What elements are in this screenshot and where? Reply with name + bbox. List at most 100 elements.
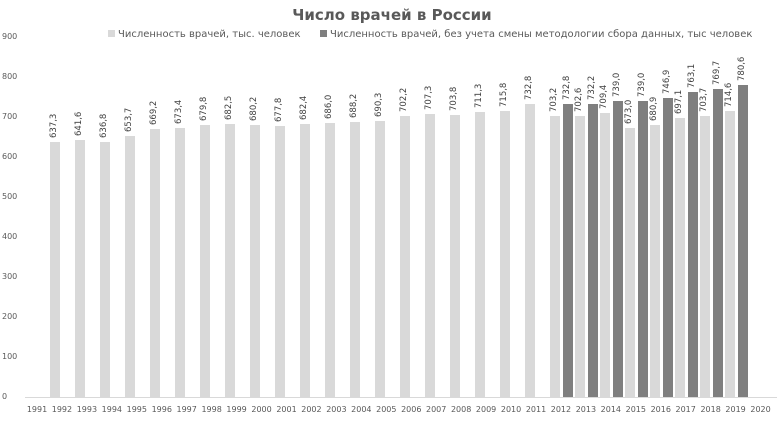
bar-value-label: 715,8 bbox=[499, 82, 509, 107]
bar-value-label: 780,6 bbox=[737, 56, 747, 81]
bar-adjusted bbox=[613, 101, 623, 397]
bar-value-label: 711,3 bbox=[474, 84, 484, 109]
bar-adjusted bbox=[588, 104, 598, 397]
bar-value-label: 679,8 bbox=[199, 96, 209, 122]
bar-value-label: 637,3 bbox=[49, 113, 59, 139]
y-tick-label: 0 bbox=[2, 392, 8, 401]
bar-value-label: 732,8 bbox=[562, 75, 572, 100]
x-tick-label: 2006 bbox=[401, 405, 422, 414]
bar-value-label: 682,5 bbox=[224, 95, 234, 120]
x-tick-label: 1999 bbox=[226, 405, 247, 414]
bar-value-label: 697,1 bbox=[674, 89, 684, 115]
bar-total bbox=[125, 135, 135, 397]
bar-total bbox=[675, 118, 685, 397]
bar-value-label: 677,8 bbox=[274, 97, 284, 122]
y-tick-label: 500 bbox=[2, 192, 18, 201]
bar-value-label: 732,2 bbox=[587, 75, 597, 101]
y-tick-label: 900 bbox=[2, 32, 18, 41]
bar-total bbox=[600, 113, 610, 397]
x-tick-label: 2004 bbox=[351, 405, 372, 414]
x-tick-label: 2020 bbox=[750, 405, 771, 414]
x-tick-label: 2018 bbox=[700, 405, 721, 414]
bar-value-label: 636,8 bbox=[99, 113, 109, 139]
bar-total bbox=[175, 127, 185, 397]
bar-value-label: 732,8 bbox=[524, 75, 534, 100]
bar-total bbox=[525, 103, 535, 397]
legend-swatch-light-icon bbox=[108, 29, 115, 37]
x-tick-label: 1998 bbox=[201, 405, 222, 414]
bar-value-label: 686,0 bbox=[324, 94, 334, 119]
bar-value-label: 714,6 bbox=[724, 82, 734, 108]
x-tick-label: 2011 bbox=[525, 405, 547, 414]
bar-total bbox=[650, 124, 660, 397]
bar-total bbox=[700, 115, 710, 397]
bar-total bbox=[250, 124, 260, 397]
bar-total bbox=[550, 115, 560, 397]
x-tick-label: 2009 bbox=[475, 405, 497, 414]
x-tick-label: 2010 bbox=[500, 405, 522, 414]
x-tick-label: 2008 bbox=[450, 405, 472, 414]
x-tick-label: 2017 bbox=[675, 405, 696, 414]
x-tick-label: 2005 bbox=[376, 405, 397, 414]
bar-adjusted bbox=[563, 103, 573, 397]
x-tick-label: 2013 bbox=[575, 405, 597, 414]
y-tick-label: 100 bbox=[2, 352, 18, 361]
bar-value-label: 690,3 bbox=[374, 92, 384, 117]
chart-title: Число врачей в России bbox=[292, 6, 492, 24]
bar-value-label: 653,7 bbox=[124, 107, 134, 132]
y-tick-label: 700 bbox=[2, 112, 18, 121]
bar-value-label: 709,4 bbox=[599, 84, 609, 110]
x-tick-label: 2007 bbox=[426, 405, 447, 414]
bar-value-label: 769,7 bbox=[712, 60, 722, 86]
bar-value-label: 688,2 bbox=[349, 93, 359, 118]
legend-item-adjusted: Численность врачей, без учета смены мето… bbox=[320, 29, 752, 40]
bar-value-label: 703,2 bbox=[549, 87, 559, 112]
bar-adjusted bbox=[713, 89, 723, 397]
bar-total bbox=[325, 122, 335, 397]
x-tick-label: 2016 bbox=[650, 405, 671, 414]
y-tick-label: 600 bbox=[2, 152, 18, 161]
legend-label: Численность врачей, без учета смены мето… bbox=[330, 29, 753, 40]
bar-value-label: 702,6 bbox=[574, 87, 584, 112]
x-tick-label: 1996 bbox=[151, 405, 172, 414]
x-tick-label: 2003 bbox=[326, 405, 347, 414]
y-tick-label: 300 bbox=[2, 272, 18, 281]
bar-total bbox=[475, 112, 485, 397]
x-tick-label: 2000 bbox=[251, 405, 272, 414]
bar-value-label: 682,4 bbox=[299, 95, 309, 121]
bar-value-label: 746,9 bbox=[662, 69, 672, 95]
x-tick-label: 1993 bbox=[76, 405, 98, 414]
bar-value-label: 739,0 bbox=[637, 73, 647, 98]
bar-total bbox=[150, 129, 160, 397]
bar-total bbox=[300, 124, 310, 397]
y-tick-label: 400 bbox=[2, 232, 18, 241]
bar-value-label: 703,7 bbox=[699, 87, 709, 112]
bar-value-label: 739,0 bbox=[612, 73, 622, 98]
x-axis-line bbox=[25, 397, 777, 398]
bar-value-label: 703,8 bbox=[449, 87, 459, 112]
x-tick-label: 2001 bbox=[276, 405, 297, 414]
bar-adjusted bbox=[638, 101, 648, 397]
bar-total bbox=[350, 121, 360, 397]
y-tick-label: 800 bbox=[2, 72, 18, 81]
bar-value-label: 669,2 bbox=[149, 100, 159, 126]
bar-total bbox=[625, 127, 635, 397]
bar-total bbox=[575, 115, 585, 397]
bar-value-label: 763,1 bbox=[687, 63, 697, 88]
bar-adjusted bbox=[663, 98, 673, 397]
bar-value-label: 680,9 bbox=[649, 96, 659, 121]
x-tick-label: 2019 bbox=[725, 405, 746, 414]
bar-adjusted bbox=[738, 84, 748, 397]
chart-legend: Численность врачей, тыс. человек Численн… bbox=[0, 29, 784, 43]
bar-value-label: 673,0 bbox=[624, 99, 634, 124]
x-tick-label: 1994 bbox=[101, 405, 123, 414]
bar-value-label: 680,2 bbox=[249, 96, 259, 121]
legend-item-total: Численность врачей, тыс. человек bbox=[108, 29, 301, 40]
y-tick-label: 200 bbox=[2, 312, 18, 321]
x-tick-label: 2014 bbox=[600, 405, 622, 414]
x-tick-label: 2012 bbox=[550, 405, 572, 414]
bar-total bbox=[225, 124, 235, 397]
bar-value-label: 702,2 bbox=[399, 87, 409, 113]
bar-value-label: 673,4 bbox=[174, 99, 184, 124]
